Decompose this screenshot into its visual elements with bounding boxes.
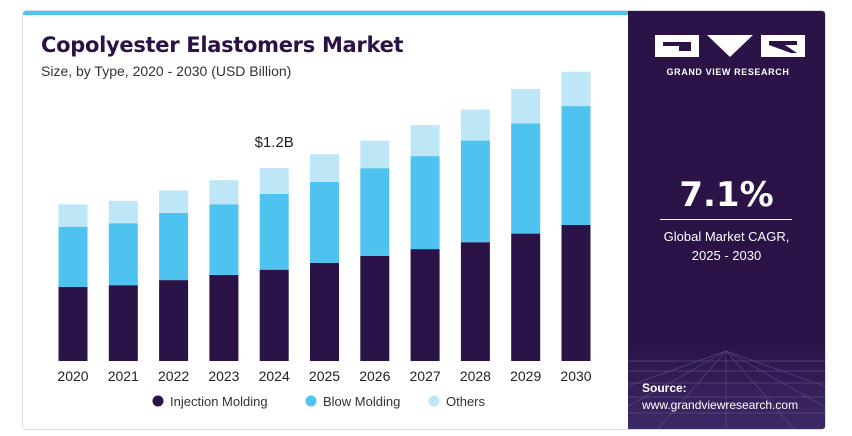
legend-label: Others — [446, 394, 486, 409]
bar-others-2028 — [460, 109, 490, 141]
bar-others-2026 — [360, 140, 390, 169]
legend-marker-2 — [428, 395, 440, 407]
x-tick-label: 2021 — [108, 368, 139, 384]
bar-injection-molding-2020 — [58, 286, 88, 361]
chart-subtitle: Size, by Type, 2020 - 2030 (USD Billion) — [41, 63, 292, 79]
bar-injection-molding-2025 — [310, 262, 339, 361]
x-tick-label: 2027 — [410, 368, 441, 384]
bar-others-2027 — [410, 125, 440, 157]
bar-blow-molding-2028 — [460, 140, 490, 243]
bar-injection-molding-2028 — [460, 242, 490, 361]
x-tick-label: 2022 — [158, 368, 189, 384]
x-tick-label: 2026 — [359, 368, 390, 384]
bar-blow-molding-2027 — [410, 156, 440, 250]
brand-name: GRAND VIEW RESEARCH — [666, 67, 790, 77]
brand-panel: GRAND VIEW RESEARCH 7.1% Global Market C… — [628, 11, 825, 429]
bar-injection-molding-2030 — [561, 224, 591, 361]
bar-others-2020 — [58, 204, 88, 227]
source-link[interactable]: www.grandviewresearch.com — [642, 398, 799, 412]
x-tick-label: 2030 — [560, 368, 591, 384]
bar-blow-molding-2026 — [360, 168, 390, 256]
legend-label: Blow Molding — [323, 394, 400, 409]
bar-others-2029 — [511, 88, 541, 124]
legend-marker-0 — [152, 395, 164, 407]
accent-bar — [23, 11, 628, 15]
bar-blow-molding-2029 — [511, 123, 541, 234]
chart-panel: Copolyester Elastomers Market Size, by T… — [23, 11, 628, 429]
bar-injection-molding-2023 — [209, 274, 239, 361]
report-card: Copolyester Elastomers Market Size, by T… — [22, 10, 826, 430]
stacked-bar-chart: 2020 2021 2022 2023 2024 $1.2B 2025 2026 2027 202… — [57, 71, 592, 409]
x-tick-label: 2028 — [460, 368, 491, 384]
cagr-divider — [660, 219, 792, 220]
bar-others-2025 — [310, 154, 339, 182]
bar-blow-molding-2030 — [561, 106, 591, 225]
legend-marker-1 — [305, 395, 317, 407]
grand-view-research-logo-icon — [655, 35, 805, 57]
bar-blow-molding-2022 — [159, 212, 189, 281]
chart-title: Copolyester Elastomers Market — [41, 33, 404, 57]
x-tick-label: 2020 — [57, 368, 88, 384]
bar-blow-molding-2025 — [310, 181, 339, 263]
bar-blow-molding-2020 — [58, 226, 88, 287]
bar-injection-molding-2024 — [259, 269, 289, 361]
bar-others-2021 — [108, 200, 138, 224]
data-label-annotation: $1.2B — [255, 134, 294, 151]
x-tick-label: 2025 — [309, 368, 340, 384]
bar-others-2023 — [209, 180, 239, 205]
bar-injection-molding-2021 — [108, 285, 138, 361]
source-label: Source: — [642, 381, 687, 395]
bar-injection-molding-2026 — [360, 255, 390, 361]
perspective-grid-decoration — [628, 341, 825, 429]
bar-blow-molding-2024 — [259, 193, 289, 270]
x-tick-label: 2029 — [510, 368, 541, 384]
cagr-value: 7.1% — [679, 175, 774, 215]
cagr-label: Global Market CAGR, 2025 - 2030 — [628, 227, 825, 265]
bar-others-2030 — [561, 71, 591, 107]
legend-label: Injection Molding — [170, 394, 268, 409]
cagr-label-line1: Global Market CAGR, — [663, 229, 790, 244]
bar-injection-molding-2027 — [410, 249, 440, 361]
bar-injection-molding-2022 — [159, 280, 189, 361]
bar-injection-molding-2029 — [511, 233, 541, 361]
bar-others-2022 — [159, 190, 189, 213]
x-tick-label: 2024 — [259, 368, 290, 384]
bar-others-2024 — [259, 168, 289, 194]
bar-blow-molding-2023 — [209, 204, 239, 275]
cagr-label-line2: 2025 - 2030 — [691, 248, 762, 263]
bar-blow-molding-2021 — [108, 223, 138, 286]
x-tick-label: 2023 — [208, 368, 239, 384]
